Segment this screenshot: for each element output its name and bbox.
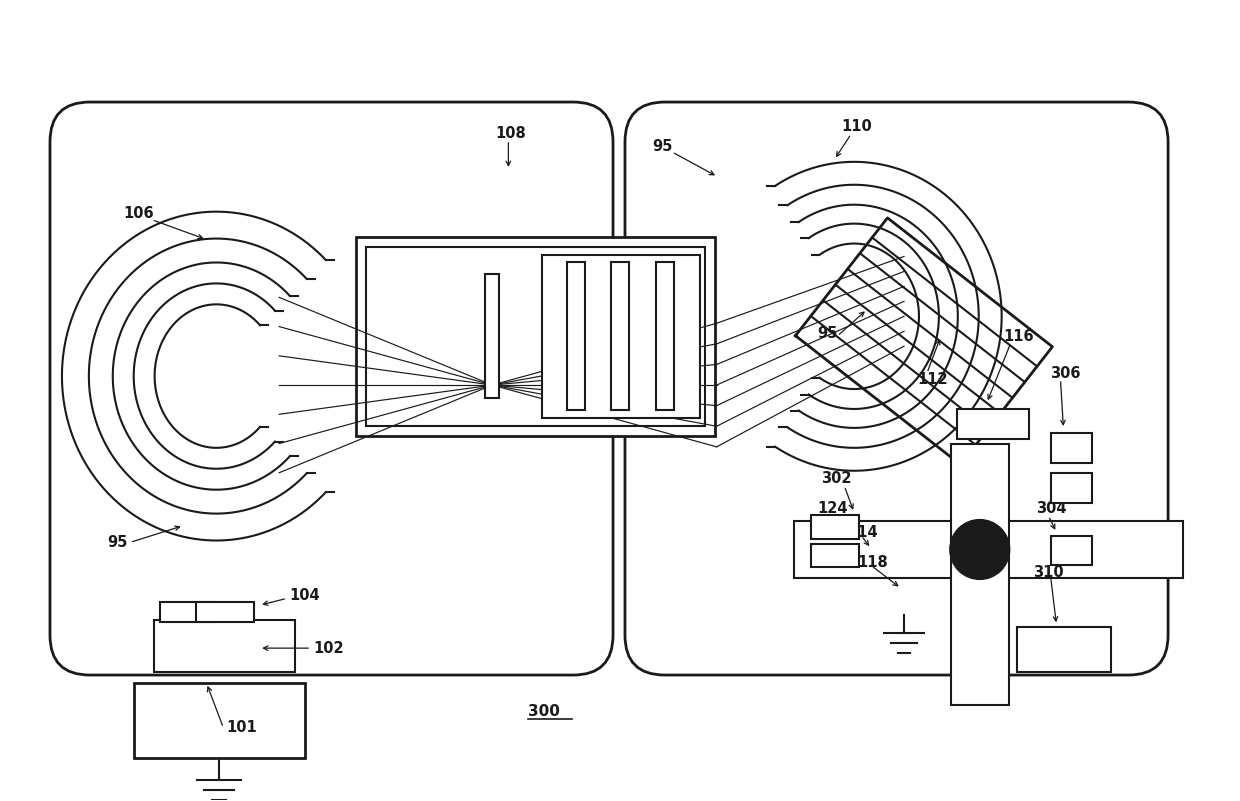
Text: 302: 302 xyxy=(821,471,852,486)
FancyBboxPatch shape xyxy=(625,102,1168,675)
Text: 104: 104 xyxy=(289,588,320,603)
Text: 101: 101 xyxy=(227,720,257,735)
Bar xyxy=(957,409,1028,439)
Bar xyxy=(567,263,585,410)
Bar xyxy=(611,263,630,410)
Text: 108: 108 xyxy=(496,127,526,142)
Text: 112: 112 xyxy=(916,372,947,387)
Bar xyxy=(134,683,305,758)
Circle shape xyxy=(950,520,1009,579)
Bar xyxy=(542,255,701,418)
Text: 118: 118 xyxy=(857,555,888,570)
Text: 116: 116 xyxy=(1003,328,1034,344)
Text: 102: 102 xyxy=(312,641,343,656)
Text: 95: 95 xyxy=(817,326,838,340)
Text: 124: 124 xyxy=(817,501,848,516)
Bar xyxy=(1050,536,1092,566)
Bar xyxy=(485,275,500,398)
Bar xyxy=(811,514,859,538)
Bar xyxy=(196,602,254,622)
Text: 110: 110 xyxy=(841,119,872,135)
Bar xyxy=(656,263,673,410)
Bar xyxy=(1050,433,1092,463)
Bar xyxy=(811,544,859,567)
Bar xyxy=(1050,473,1092,503)
Bar xyxy=(366,247,704,426)
Text: 304: 304 xyxy=(1037,501,1068,516)
Bar xyxy=(160,602,217,622)
Bar xyxy=(951,444,1008,705)
Text: 310: 310 xyxy=(1034,565,1064,580)
Text: 106: 106 xyxy=(124,206,154,221)
Text: 95: 95 xyxy=(107,535,128,550)
Bar xyxy=(154,620,295,672)
Text: 306: 306 xyxy=(1050,365,1081,380)
Text: 95: 95 xyxy=(652,139,672,155)
Bar xyxy=(795,521,1183,578)
Bar xyxy=(356,236,714,436)
Bar xyxy=(1017,627,1111,672)
Text: 114: 114 xyxy=(847,525,878,540)
FancyBboxPatch shape xyxy=(50,102,613,675)
Text: 300: 300 xyxy=(528,704,560,719)
